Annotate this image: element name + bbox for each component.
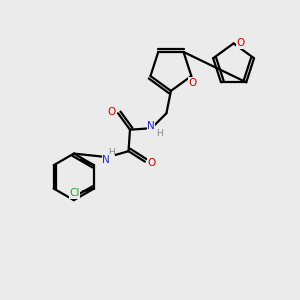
Text: H: H — [108, 148, 115, 157]
Text: O: O — [236, 38, 244, 48]
Text: Cl: Cl — [69, 188, 80, 198]
Text: N: N — [147, 121, 155, 131]
Text: O: O — [107, 107, 116, 117]
Text: O: O — [147, 158, 156, 168]
Text: H: H — [157, 129, 163, 138]
Text: O: O — [189, 78, 197, 88]
Text: N: N — [102, 154, 110, 165]
